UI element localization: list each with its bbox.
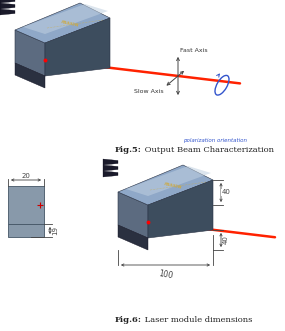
Text: Fig.5:: Fig.5:: [115, 146, 142, 154]
Text: Laser module dimensions: Laser module dimensions: [142, 316, 253, 324]
Polygon shape: [23, 4, 108, 34]
Polygon shape: [15, 3, 110, 43]
Text: Slow Axis: Slow Axis: [134, 88, 163, 94]
Polygon shape: [8, 224, 44, 237]
Polygon shape: [0, 9, 15, 15]
Polygon shape: [118, 165, 213, 205]
Text: 20: 20: [22, 173, 30, 179]
Text: PASION: PASION: [164, 182, 182, 190]
Polygon shape: [103, 171, 118, 177]
Polygon shape: [148, 180, 213, 238]
Text: Fig.6:: Fig.6:: [115, 316, 142, 324]
Text: 40: 40: [223, 236, 229, 244]
Text: Fast Axis: Fast Axis: [180, 48, 208, 53]
Polygon shape: [15, 63, 45, 88]
Polygon shape: [118, 192, 148, 238]
Text: 40: 40: [221, 190, 231, 196]
Polygon shape: [45, 18, 110, 76]
Polygon shape: [118, 225, 148, 250]
Polygon shape: [0, 3, 15, 9]
Polygon shape: [8, 186, 44, 224]
Polygon shape: [15, 30, 45, 76]
Polygon shape: [0, 0, 15, 3]
Polygon shape: [103, 159, 118, 165]
Text: PASION: PASION: [61, 20, 80, 28]
Text: polarization orientation: polarization orientation: [183, 138, 247, 143]
Text: 100: 100: [158, 269, 173, 280]
Text: Output Beam Characterization: Output Beam Characterization: [142, 146, 274, 154]
Polygon shape: [103, 165, 118, 171]
Text: 19: 19: [52, 226, 58, 235]
Polygon shape: [126, 166, 211, 196]
